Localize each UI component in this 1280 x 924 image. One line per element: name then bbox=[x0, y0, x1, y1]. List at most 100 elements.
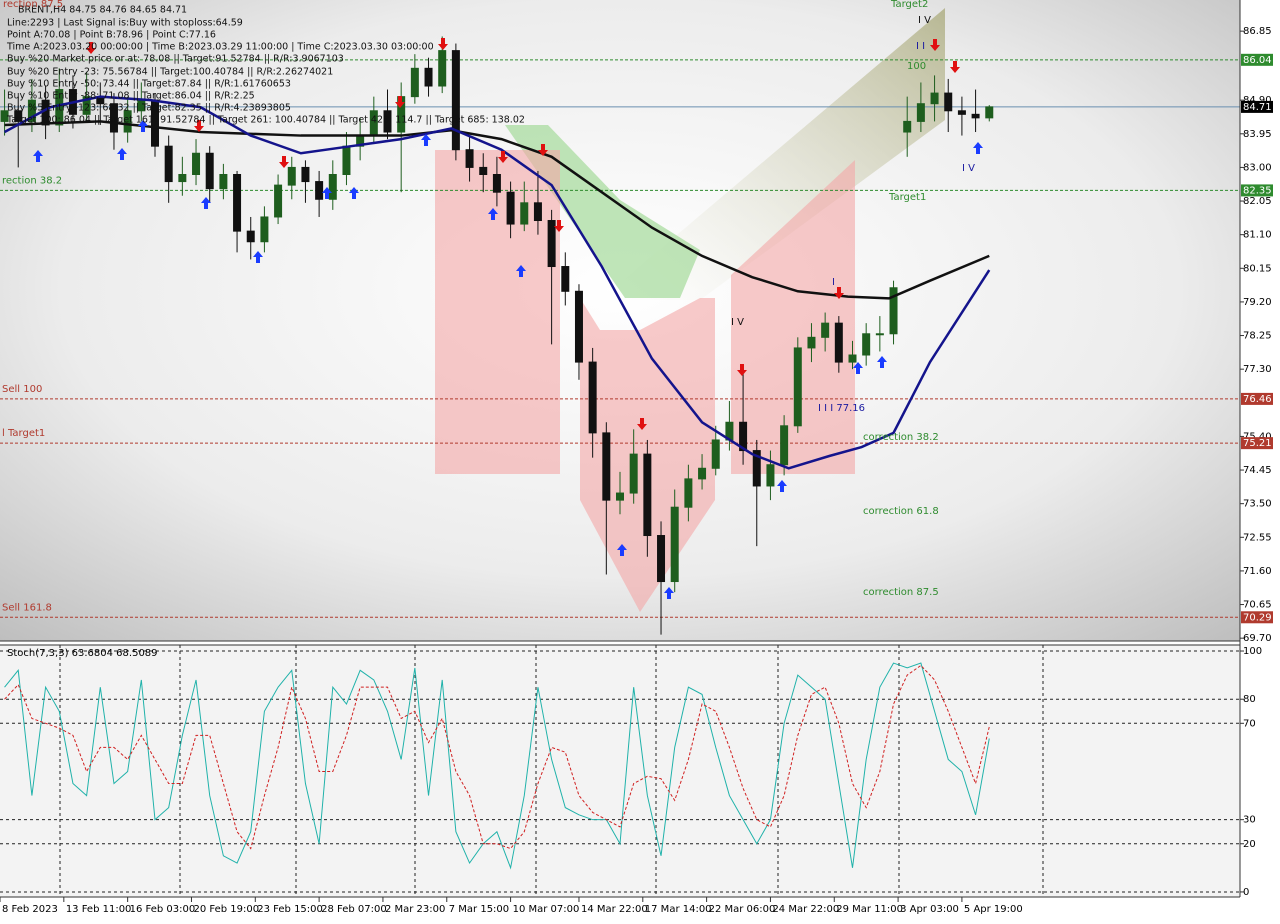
info-line: Buy %10 Entry -88: 71.08 || Target:86.04… bbox=[7, 91, 255, 102]
y-tick-label: 100 bbox=[1243, 646, 1262, 657]
y-tick-label: 69.70 bbox=[1243, 633, 1272, 644]
candle-body bbox=[192, 152, 201, 175]
candle-body bbox=[561, 266, 570, 292]
candle-body bbox=[807, 336, 816, 349]
annotation: Target2 bbox=[890, 0, 928, 10]
candle-body bbox=[219, 173, 228, 190]
annotation: I bbox=[832, 277, 835, 288]
x-tick-label: 29 Mar 11:00 bbox=[836, 904, 903, 915]
price-box bbox=[1241, 392, 1273, 405]
y-tick-label: 74.45 bbox=[1243, 465, 1272, 476]
info-line: Point A:70.08 | Point B:78.96 | Point C:… bbox=[7, 30, 216, 41]
candle-body bbox=[957, 110, 966, 115]
candle-body bbox=[834, 322, 843, 363]
candle-body bbox=[533, 202, 542, 222]
candle-body bbox=[698, 467, 707, 480]
candle-body bbox=[848, 354, 857, 363]
x-tick-label: 2 Mar 23:00 bbox=[385, 904, 445, 915]
y-tick-label: 81.10 bbox=[1243, 230, 1272, 241]
candle-body bbox=[260, 216, 269, 243]
candle-body bbox=[889, 287, 898, 335]
annotation: I I I 77.16 bbox=[818, 403, 865, 414]
price-box bbox=[1241, 53, 1273, 66]
candle-body bbox=[178, 173, 187, 183]
candle-body bbox=[451, 50, 460, 151]
y-tick-label: 77.30 bbox=[1243, 364, 1272, 375]
y-tick-label: 70.65 bbox=[1243, 600, 1272, 611]
candle-body bbox=[752, 450, 761, 487]
y-tick-label: 75.40 bbox=[1243, 431, 1272, 442]
y-tick-label: 30 bbox=[1243, 815, 1256, 826]
candle-body bbox=[479, 166, 488, 175]
candle-body bbox=[780, 425, 789, 466]
candle-body bbox=[328, 173, 337, 200]
stoch-separators bbox=[59, 645, 1044, 897]
target-band bbox=[600, 8, 945, 300]
level-label: Sell 100 bbox=[2, 384, 42, 395]
x-tick-label: 16 Feb 03:00 bbox=[130, 904, 196, 915]
price-box bbox=[1241, 100, 1273, 113]
x-tick-label: 3 Apr 03:00 bbox=[900, 904, 959, 915]
candle-body bbox=[164, 145, 173, 183]
y-tick-label: 78.25 bbox=[1243, 331, 1272, 342]
info-line: Time A:2023.03.20 00:00:00 | Time B:2023… bbox=[6, 42, 434, 53]
candle-body bbox=[670, 506, 679, 583]
candle-body bbox=[233, 173, 242, 232]
annotation: correction 87.5 bbox=[863, 587, 939, 598]
candle-body bbox=[301, 166, 310, 183]
candle-body bbox=[916, 103, 925, 122]
stoch-line bbox=[4, 664, 990, 850]
candle-body bbox=[465, 149, 474, 168]
y-tick-label: 80 bbox=[1243, 694, 1256, 705]
pink-zone bbox=[435, 150, 560, 474]
stoch-line bbox=[4, 662, 990, 870]
pattern-shapes bbox=[435, 8, 945, 612]
annotation: correction 38.2 bbox=[863, 432, 939, 443]
info-line: Target 100: 86.04 || Target 161: 91.5278… bbox=[6, 115, 525, 126]
candle-body bbox=[0, 110, 9, 122]
annotation: I V bbox=[731, 317, 744, 328]
y-tick-label: 70 bbox=[1243, 718, 1256, 729]
info-line: Buy %20 Market price or at: 78.08 || Tar… bbox=[7, 54, 344, 65]
candle-body bbox=[629, 453, 638, 494]
candle-body bbox=[944, 92, 953, 112]
level-label: rection 38.2 bbox=[2, 175, 62, 186]
candle-body bbox=[985, 106, 994, 119]
candle-body bbox=[438, 50, 447, 87]
candle-body bbox=[274, 184, 283, 218]
candle-body bbox=[574, 290, 583, 363]
price-box bbox=[1241, 184, 1273, 197]
x-tick-label: 5 Apr 19:00 bbox=[964, 904, 1023, 915]
pink-zone bbox=[731, 160, 855, 474]
annotation: I V bbox=[962, 163, 975, 174]
level-label: Sell 161.8 bbox=[2, 602, 52, 613]
candle-body bbox=[109, 103, 118, 133]
x-tick-label: 20 Feb 19:00 bbox=[193, 904, 259, 915]
candle-body bbox=[930, 92, 939, 105]
annotation: rection 87.5 bbox=[3, 0, 63, 10]
moving-average bbox=[3, 95, 991, 470]
y-tick-label: 84.90 bbox=[1243, 95, 1272, 106]
annotation: 100 bbox=[907, 61, 926, 72]
price-box bbox=[1241, 437, 1273, 450]
x-tick-label: 17 Mar 14:00 bbox=[645, 904, 712, 915]
candle-body bbox=[520, 202, 529, 225]
candle-body bbox=[616, 492, 624, 501]
candle-body bbox=[14, 110, 23, 122]
price-box-label: 82.35 bbox=[1243, 185, 1272, 196]
indicator-title: Stoch(7,3,3) 63.6804 68.5089 bbox=[7, 648, 158, 659]
info-line: Buy %10 Entry -50: 73.44 || Target:87.84… bbox=[7, 79, 291, 90]
candle-body bbox=[821, 322, 830, 338]
annotation: Target1 bbox=[888, 192, 926, 203]
candle-body bbox=[205, 152, 214, 190]
candle-body bbox=[123, 110, 132, 133]
candle-body bbox=[82, 96, 91, 115]
candle-body bbox=[410, 67, 419, 98]
level-label: l Target1 bbox=[2, 428, 45, 439]
x-tick-label: 23 Feb 15:00 bbox=[257, 904, 323, 915]
x-tick-label: 14 Mar 22:00 bbox=[581, 904, 648, 915]
candle-body bbox=[287, 166, 296, 186]
candle-body bbox=[547, 220, 556, 268]
candle-body bbox=[971, 113, 980, 119]
x-tick-label: 8 Feb 2023 bbox=[2, 904, 58, 915]
